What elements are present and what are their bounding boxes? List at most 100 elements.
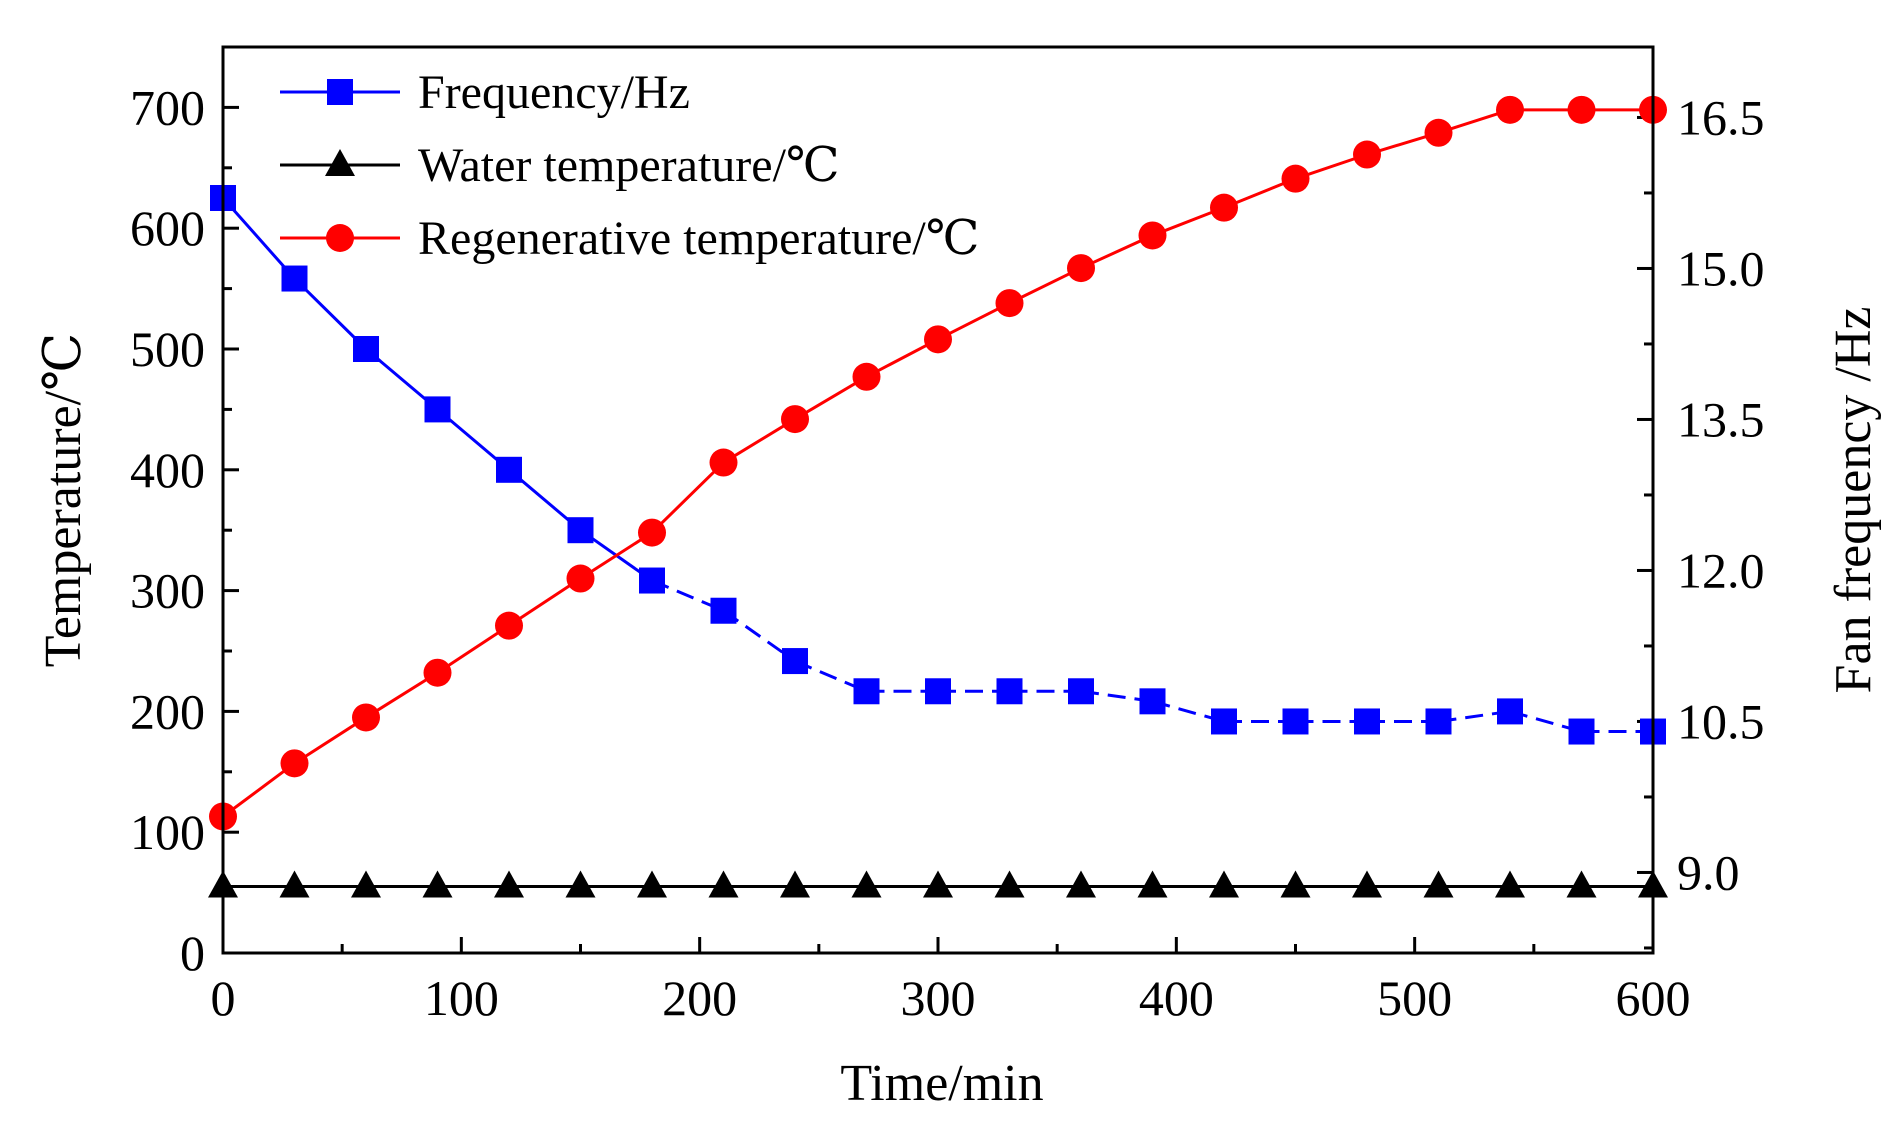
data-point-circle	[709, 448, 738, 477]
y-left-tick-label: 300	[130, 563, 205, 619]
data-point-circle	[1210, 193, 1238, 222]
data-point-square	[1497, 698, 1523, 725]
y-left-tick-label: 0	[180, 925, 205, 981]
x-tick-label: 600	[1616, 970, 1691, 1026]
data-point-circle	[566, 564, 595, 593]
data-point-triangle	[279, 870, 310, 898]
data-point-circle	[1067, 254, 1095, 283]
data-point-square	[567, 517, 594, 544]
series-circle	[209, 95, 1667, 831]
y-right-tick-label: 12.0	[1677, 542, 1765, 598]
data-point-triangle	[422, 870, 453, 898]
legend-marker-circle	[326, 224, 354, 252]
y-right-axis-title: Fan frequency /Hz	[1825, 307, 1882, 694]
x-tick-label: 400	[1139, 970, 1214, 1026]
series-segment	[508, 577, 582, 627]
series-segment	[293, 716, 367, 765]
legend-entry-circle: Regenerative temperature/℃	[280, 212, 979, 265]
data-point-triangle	[351, 870, 381, 898]
x-axis-title: Time/min	[840, 1055, 1043, 1112]
data-point-triangle	[708, 870, 739, 898]
series-segment	[436, 624, 510, 674]
y-right-tick-label: 16.5	[1677, 89, 1765, 145]
series-triangle	[208, 870, 1668, 898]
series-segment	[579, 531, 653, 580]
y-right-tick-label: 15.0	[1677, 240, 1765, 296]
series-segment	[221, 197, 296, 280]
legend-label: Water temperature/℃	[418, 139, 840, 192]
data-point-square	[1211, 708, 1237, 735]
legend-entry-square: Frequency/Hz	[280, 66, 690, 119]
legend-marker-triangle	[325, 149, 355, 176]
data-point-circle	[1353, 140, 1381, 169]
legend-label: Frequency/Hz	[418, 66, 690, 119]
y-left-tick-label: 600	[130, 200, 205, 256]
data-point-circle	[1567, 95, 1596, 124]
data-point-square	[1282, 708, 1309, 735]
data-point-triangle	[1423, 870, 1454, 898]
y-left-tick-label: 200	[130, 683, 205, 739]
data-point-circle	[852, 362, 881, 391]
y-left-tick-label: 700	[130, 79, 205, 135]
x-tick-label: 100	[424, 970, 499, 1026]
y-left-tick-labels: 0 100 200 300 400 500 600 700	[130, 79, 205, 981]
data-point-square	[1139, 688, 1166, 715]
data-point-triangle	[565, 870, 596, 898]
data-point-circle	[924, 325, 952, 354]
data-point-circle	[1496, 95, 1524, 124]
y-right-tick-label: 13.5	[1677, 391, 1765, 447]
plot-frame	[221, 45, 1655, 955]
data-point-circle	[1424, 118, 1453, 147]
data-point-triangle	[1209, 870, 1239, 898]
data-point-square	[853, 678, 880, 705]
data-point-circle	[781, 405, 809, 434]
data-point-circle	[995, 289, 1024, 318]
data-point-triangle	[780, 870, 810, 898]
y-left-axis-title: Temperature/℃	[35, 333, 92, 668]
data-point-square	[496, 456, 522, 483]
data-point-square	[996, 678, 1023, 705]
x-tick-labels: 0 100 200 300 400 500 600	[211, 970, 1691, 1026]
data-point-circle	[638, 518, 666, 547]
legend-marker-square	[327, 79, 353, 105]
legend-label: Regenerative temperature/℃	[418, 212, 979, 265]
data-point-triangle	[1280, 870, 1311, 898]
data-point-triangle	[1066, 870, 1096, 898]
data-point-circle	[1281, 164, 1310, 193]
x-tick-label: 200	[662, 970, 737, 1026]
data-point-triangle	[1495, 870, 1525, 898]
data-point-square	[424, 396, 451, 423]
series-layer	[208, 95, 1668, 898]
data-point-square	[639, 567, 665, 594]
data-point-triangle	[494, 870, 524, 898]
y-right-tick-labels: 9.0 10.5 12.0 13.5 15.0 16.5	[1677, 89, 1765, 900]
legend: Frequency/Hz Water temperature/℃ Regenerat…	[280, 66, 979, 265]
data-point-triangle	[1137, 870, 1168, 898]
y-left-tick-label: 500	[130, 321, 205, 377]
y-right-tick-label: 10.5	[1677, 693, 1765, 749]
data-point-square	[281, 265, 308, 292]
x-tick-label: 500	[1377, 970, 1452, 1026]
data-point-circle	[280, 749, 309, 778]
data-point-circle	[352, 703, 380, 732]
data-point-square	[710, 597, 737, 624]
data-point-square	[1354, 708, 1380, 735]
series-segment	[365, 671, 439, 719]
data-point-triangle	[637, 870, 667, 898]
data-point-circle	[495, 611, 523, 640]
data-point-circle	[423, 658, 452, 687]
data-point-square	[353, 336, 379, 362]
data-point-square	[1425, 708, 1452, 735]
data-point-triangle	[1566, 870, 1597, 898]
data-point-square	[925, 678, 951, 705]
data-point-triangle	[851, 870, 882, 898]
x-tick-label: 0	[211, 970, 236, 1026]
data-point-triangle	[1352, 870, 1382, 898]
series-segment	[222, 762, 296, 818]
data-point-square	[1068, 678, 1094, 705]
series-segment	[650, 461, 725, 534]
legend-entry-triangle: Water temperature/℃	[280, 139, 840, 192]
y-left-tick-label: 100	[130, 804, 205, 860]
data-point-circle	[1138, 221, 1167, 250]
